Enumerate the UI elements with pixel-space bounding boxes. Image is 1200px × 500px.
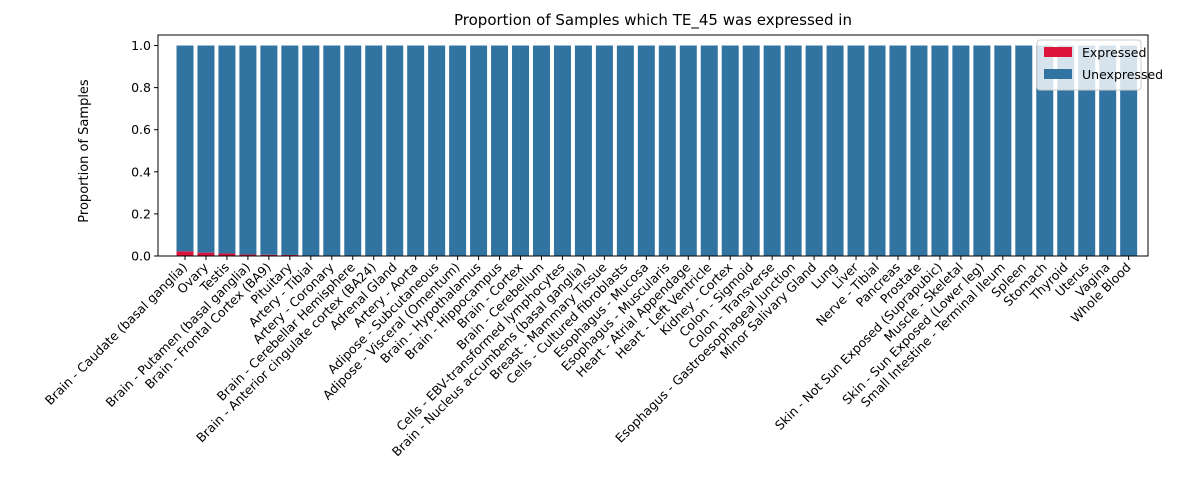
bars-layer — [176, 45, 1138, 256]
y-tick-label-2: 0.4 — [131, 164, 151, 179]
bar-unexpressed-22 — [637, 45, 655, 256]
bar-unexpressed-11 — [407, 45, 425, 256]
bar-unexpressed-6 — [302, 45, 320, 256]
bar-unexpressed-30 — [805, 45, 823, 256]
bar-unexpressed-1 — [197, 45, 215, 253]
bar-unexpressed-2 — [218, 45, 236, 254]
bar-unexpressed-20 — [595, 45, 613, 256]
chart-title: Proportion of Samples which TE_45 was ex… — [454, 11, 852, 30]
bar-unexpressed-44 — [1099, 45, 1117, 256]
bar-unexpressed-16 — [512, 45, 530, 256]
bar-unexpressed-23 — [658, 45, 676, 256]
bar-unexpressed-39 — [994, 45, 1012, 256]
bar-expressed-1 — [197, 252, 215, 256]
bar-unexpressed-43 — [1078, 45, 1096, 256]
bar-unexpressed-7 — [323, 45, 341, 256]
bar-unexpressed-40 — [1015, 45, 1033, 256]
bar-unexpressed-4 — [260, 45, 278, 255]
bar-unexpressed-36 — [931, 45, 949, 256]
bar-expressed-3 — [239, 254, 257, 256]
bar-unexpressed-42 — [1057, 45, 1075, 256]
bar-expressed-5 — [281, 254, 299, 256]
bar-unexpressed-45 — [1120, 45, 1138, 256]
bar-unexpressed-25 — [700, 45, 718, 256]
bar-unexpressed-15 — [491, 45, 509, 256]
bar-unexpressed-38 — [973, 45, 991, 256]
bar-unexpressed-5 — [281, 45, 299, 255]
bar-unexpressed-9 — [365, 45, 383, 256]
y-tick-label-5: 1.0 — [131, 38, 151, 53]
bar-unexpressed-0 — [176, 45, 194, 252]
bar-unexpressed-12 — [428, 45, 446, 256]
bar-unexpressed-13 — [449, 45, 467, 256]
bar-unexpressed-33 — [868, 45, 886, 256]
legend-swatch-unexpressed — [1044, 69, 1072, 79]
bar-unexpressed-3 — [239, 45, 257, 255]
bar-unexpressed-32 — [847, 45, 865, 256]
bar-expressed-0 — [176, 251, 194, 256]
y-tick-label-4: 0.8 — [131, 80, 151, 95]
bar-unexpressed-19 — [574, 45, 592, 256]
bar-unexpressed-41 — [1036, 45, 1054, 256]
bar-unexpressed-31 — [826, 45, 844, 256]
bar-expressed-2 — [218, 253, 236, 256]
legend-label-unexpressed: Unexpressed — [1082, 67, 1163, 82]
bar-unexpressed-34 — [889, 45, 907, 256]
bar-unexpressed-10 — [386, 45, 404, 256]
y-tick-label-0: 0.0 — [131, 249, 151, 264]
bar-unexpressed-27 — [742, 45, 760, 256]
y-axis-title: Proportion of Samples — [77, 79, 92, 223]
x-axis: Brain - Caudate (basal ganglia)OvaryTest… — [42, 256, 1134, 459]
bar-unexpressed-37 — [952, 45, 970, 256]
bar-unexpressed-21 — [616, 45, 634, 256]
y-tick-label-1: 0.2 — [131, 206, 151, 221]
bar-unexpressed-8 — [344, 45, 362, 256]
y-axis: 0.0 0.2 0.4 0.6 0.8 1.0 — [131, 38, 158, 264]
legend-label-expressed: Expressed — [1082, 45, 1146, 60]
bar-unexpressed-29 — [784, 45, 802, 256]
bar-unexpressed-18 — [553, 45, 571, 256]
legend-swatch-expressed — [1044, 47, 1072, 57]
bar-unexpressed-28 — [763, 45, 781, 256]
plot-frame — [157, 34, 1149, 257]
legend: Expressed Unexpressed — [1036, 39, 1163, 91]
bar-unexpressed-14 — [470, 45, 488, 256]
bar-unexpressed-26 — [721, 45, 739, 256]
bar-unexpressed-24 — [679, 45, 697, 256]
bar-unexpressed-35 — [910, 45, 928, 256]
y-tick-label-3: 0.6 — [131, 122, 151, 137]
bar-expressed-4 — [260, 254, 278, 256]
bar-unexpressed-17 — [532, 45, 550, 256]
